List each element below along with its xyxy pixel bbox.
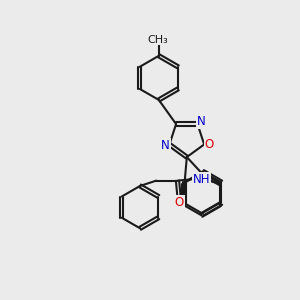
Text: N: N — [197, 115, 206, 128]
Text: CH₃: CH₃ — [147, 34, 168, 45]
Text: N: N — [161, 140, 170, 152]
Text: O: O — [205, 138, 214, 151]
Text: NH: NH — [193, 172, 210, 186]
Text: O: O — [174, 196, 184, 209]
